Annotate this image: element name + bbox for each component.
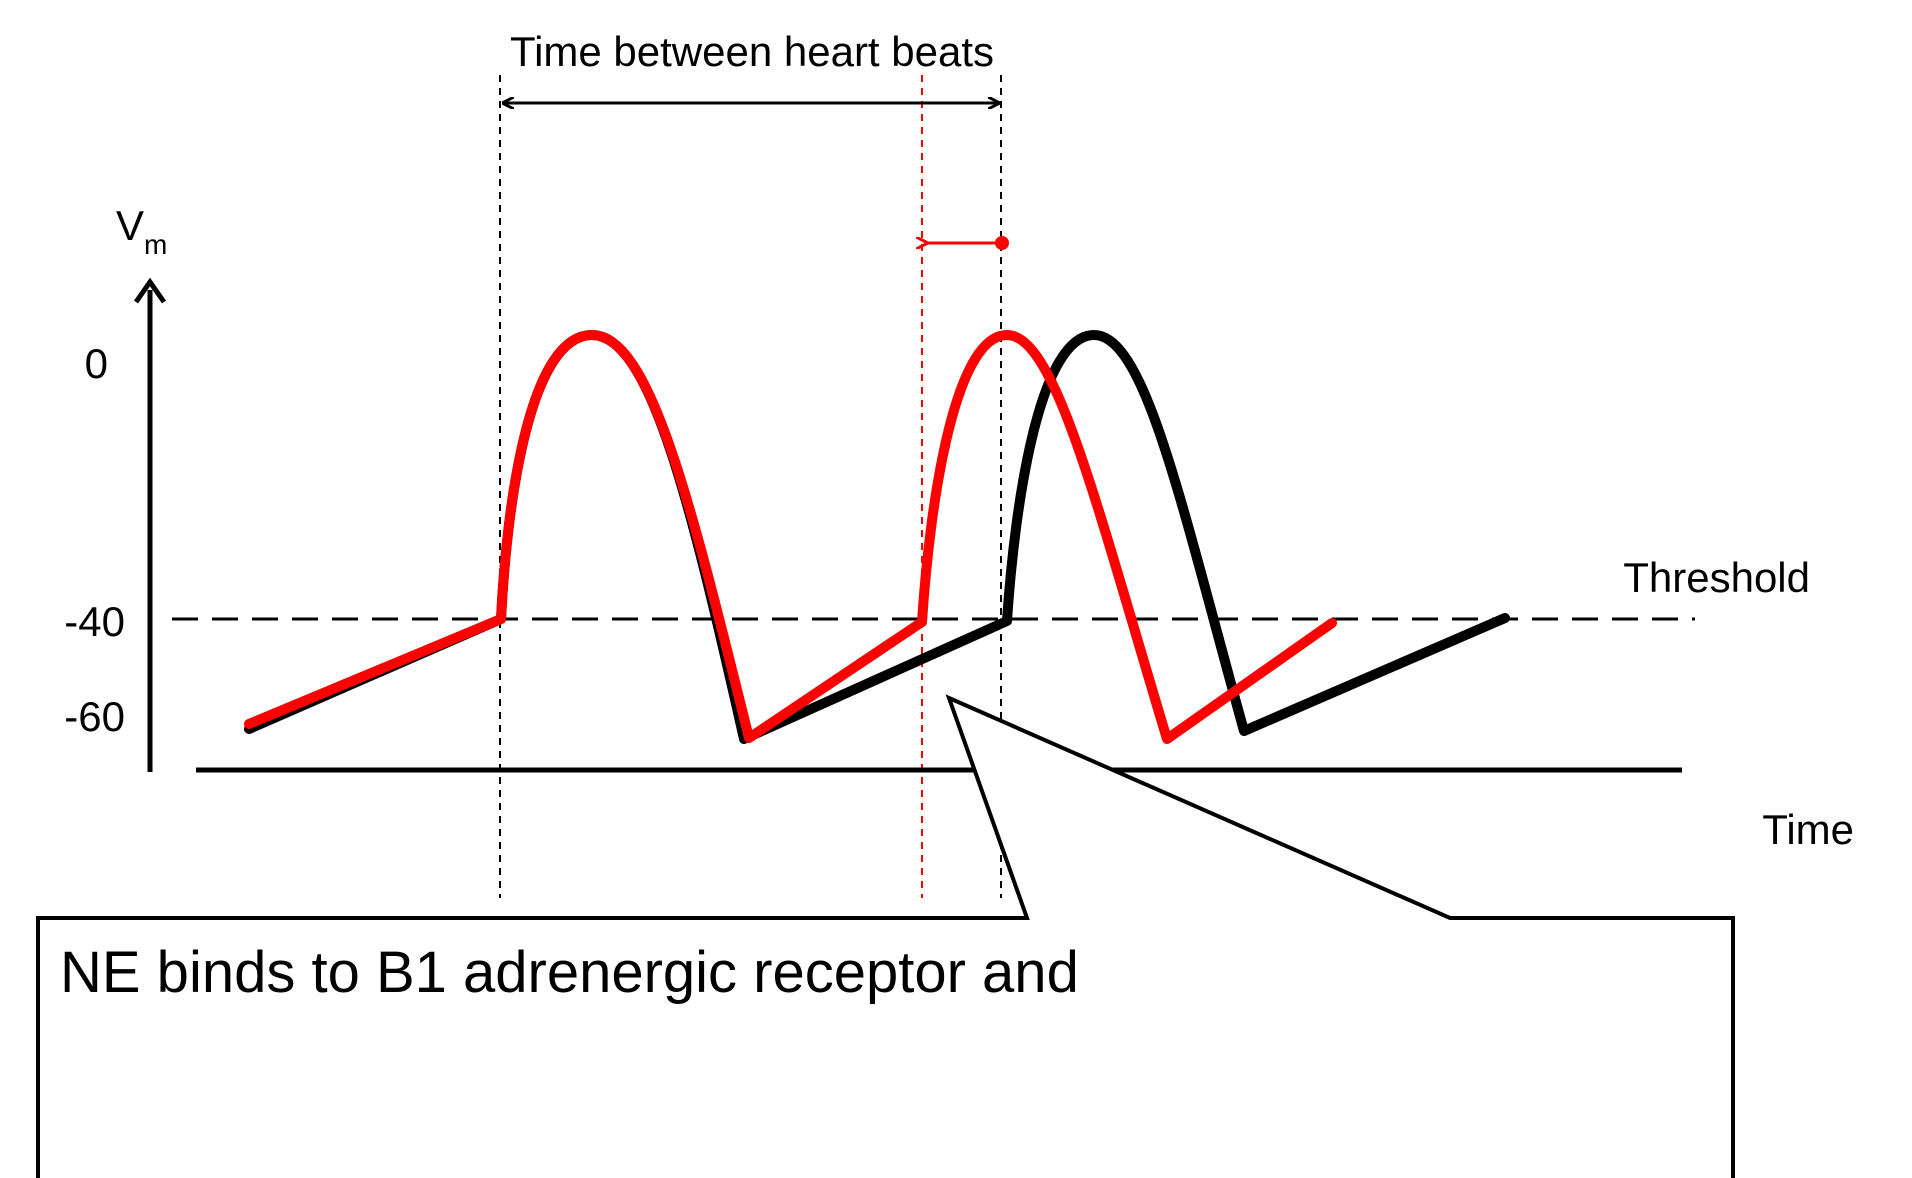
interval-title: Time between heart beats <box>510 28 994 75</box>
shift-arrow-origin-dot <box>995 236 1009 250</box>
callout-text: NE binds to B1 adrenergic receptor and <box>60 940 1079 1005</box>
y-tick-0: 0 <box>85 340 108 387</box>
ne-trace <box>244 330 1337 744</box>
y-axis-arrowhead <box>133 277 167 304</box>
y-axis-label-sub: m <box>144 229 167 260</box>
baseline-trace <box>244 330 1510 744</box>
y-axis-label: Vm <box>116 202 167 260</box>
y-axis-label-main: V <box>116 202 144 249</box>
y-tick-minus40: -40 <box>64 598 125 645</box>
threshold-label: Threshold <box>1623 554 1810 601</box>
y-tick-minus60: -60 <box>64 693 125 740</box>
callout-box <box>36 694 1735 1178</box>
x-axis-label: Time <box>1762 806 1854 853</box>
